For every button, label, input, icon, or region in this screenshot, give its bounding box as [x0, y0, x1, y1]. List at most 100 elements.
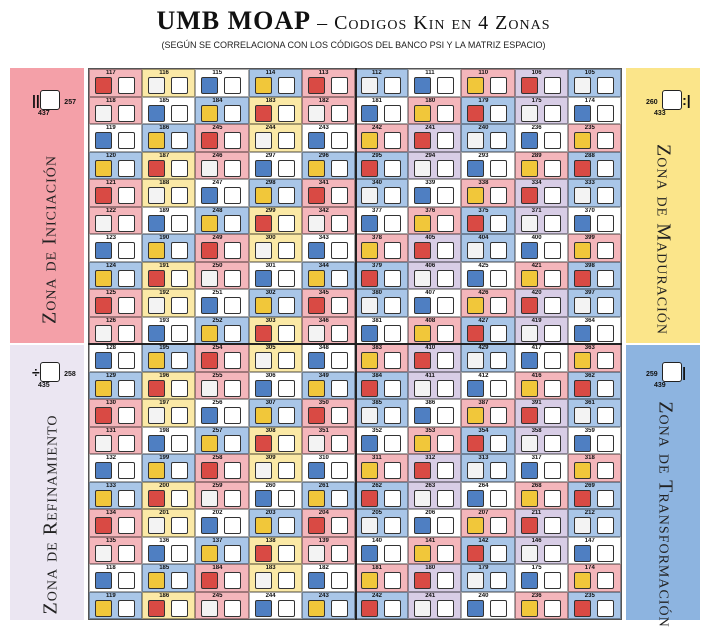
kin-number: 385	[372, 400, 383, 406]
seal-glyph-icon	[171, 324, 189, 342]
seal-glyph-icon	[437, 104, 455, 122]
kin-number: 378	[372, 235, 383, 241]
kin-number: 318	[584, 455, 595, 461]
kin-number: 175	[531, 97, 542, 104]
emblem-bottom-right: 259 | 439	[646, 362, 686, 389]
kin-number: 140	[372, 537, 383, 544]
tone-glyph-icon	[520, 269, 538, 287]
tone-glyph-icon	[254, 544, 272, 562]
tone-glyph-icon	[307, 214, 325, 232]
kin-number: 262	[372, 482, 383, 489]
tone-glyph-icon	[573, 489, 591, 507]
tone-glyph-icon	[361, 104, 378, 122]
kin-cell: 404	[461, 234, 515, 262]
kin-cell: 370	[567, 206, 621, 234]
kin-cell: 359	[567, 426, 621, 454]
kin-number: 243	[318, 125, 329, 131]
seal-glyph-icon	[118, 324, 135, 342]
kin-number: 183	[265, 97, 276, 104]
tone-glyph-icon	[414, 77, 432, 94]
seal-glyph-icon	[490, 269, 508, 287]
kin-number: 247	[212, 180, 223, 186]
kin-number: 186	[159, 592, 170, 599]
tone-glyph-icon	[520, 187, 538, 204]
kin-number: 235	[584, 592, 595, 599]
tone-glyph-icon	[361, 489, 378, 507]
seal-glyph-icon	[330, 297, 348, 314]
seal-glyph-icon	[384, 159, 401, 177]
kin-cell: 251	[195, 289, 249, 317]
kin-cell: 318	[567, 454, 621, 482]
seal-glyph-icon	[171, 297, 189, 314]
kin-cell: 189	[142, 206, 196, 234]
tone-glyph-icon	[95, 324, 112, 342]
kin-cell: 378	[355, 234, 409, 262]
kin-number: 204	[318, 510, 329, 516]
kin-number: 400	[531, 235, 542, 241]
kin-cell: 199	[142, 454, 196, 482]
tone-glyph-icon	[201, 544, 219, 562]
kin-cell: 138	[248, 536, 302, 564]
kin-cell: 240	[461, 124, 515, 152]
kin-number: 196	[159, 372, 170, 379]
kin-number: 387	[478, 400, 489, 406]
tone-glyph-icon	[467, 407, 485, 424]
kin-number: 207	[478, 510, 489, 516]
tone-glyph-icon	[573, 242, 591, 259]
seal-glyph-icon	[277, 132, 295, 149]
kin-cell: 417	[514, 344, 568, 372]
kin-cell: 142	[461, 536, 515, 564]
seal-glyph-icon	[490, 462, 508, 479]
tone-glyph-icon	[148, 544, 166, 562]
kin-cell: 257	[195, 426, 249, 454]
tone-glyph-icon	[573, 159, 591, 177]
kin-cell: 184	[195, 564, 249, 592]
kin-cell: 260	[248, 481, 302, 509]
seal-glyph-icon	[437, 187, 455, 204]
kin-number: 191	[159, 262, 170, 269]
tone-glyph-icon	[95, 572, 112, 589]
seal-glyph-icon	[490, 104, 508, 122]
kin-number: 184	[212, 565, 223, 571]
kin-cell: 361	[567, 399, 621, 427]
tone-glyph-icon	[307, 187, 325, 204]
kin-cell: 258	[195, 454, 249, 482]
tone-glyph-icon	[254, 517, 272, 534]
tone-glyph-icon	[148, 269, 166, 287]
kin-number: 142	[478, 537, 489, 544]
zone-panel-top-right	[626, 68, 700, 343]
seal-glyph-icon	[490, 434, 508, 452]
seal-glyph-icon	[543, 462, 561, 479]
kin-number: 139	[318, 537, 329, 544]
kin-number: 259	[212, 482, 223, 489]
kin-number: 269	[584, 482, 595, 489]
seal-glyph-icon	[330, 352, 348, 369]
kin-number: 117	[106, 70, 116, 76]
tone-glyph-icon	[361, 187, 378, 204]
kin-cell: 264	[461, 481, 515, 509]
tone-glyph-icon	[254, 407, 272, 424]
kin-number: 333	[584, 180, 595, 186]
seal-glyph-icon	[596, 104, 614, 122]
tone-glyph-icon	[414, 159, 432, 177]
seal-glyph-icon	[330, 132, 348, 149]
kin-number: 119	[106, 125, 116, 131]
seal-glyph-icon	[171, 104, 189, 122]
kin-cell: 211	[514, 509, 568, 537]
seal-glyph-icon	[543, 572, 561, 589]
kin-cell: 377	[355, 206, 409, 234]
kin-number: 302	[265, 290, 276, 296]
seal-glyph-icon	[490, 489, 508, 507]
kin-cell: 245	[195, 591, 249, 619]
kin-cell: 425	[461, 261, 515, 289]
tone-glyph-icon	[573, 407, 591, 424]
kin-number: 256	[212, 400, 223, 406]
tone-glyph-icon	[573, 324, 591, 342]
seal-glyph-icon	[118, 489, 135, 507]
kin-cell: 204	[301, 509, 355, 537]
kin-number: 118	[106, 97, 116, 104]
tone-glyph-icon	[95, 434, 112, 452]
seal-glyph-icon	[171, 572, 189, 589]
kin-number: 410	[425, 345, 436, 351]
tone-glyph-icon	[148, 572, 166, 589]
